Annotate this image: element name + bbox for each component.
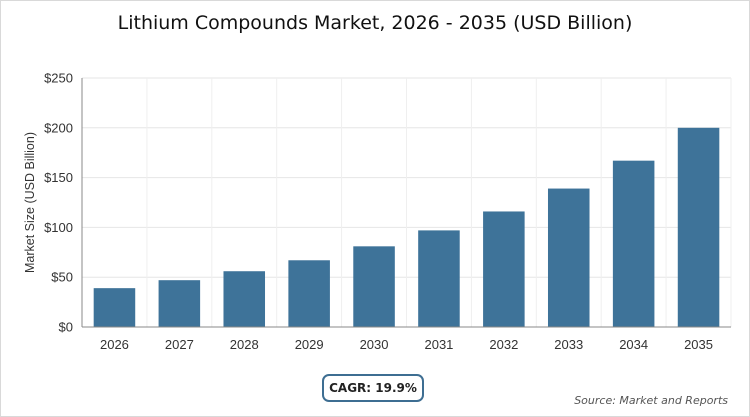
bar-2026 — [93, 288, 136, 327]
y-tick-label: $250 — [44, 71, 73, 86]
x-tick-labels: 2026 2027 2028 2029 2030 2031 2032 2033 2034 2035 — [100, 337, 713, 352]
y-tick-label: $200 — [44, 120, 73, 135]
x-tick-label: 2031 — [424, 337, 453, 352]
bar-2031 — [418, 230, 460, 327]
bar-2029 — [288, 260, 330, 327]
cagr-badge: CAGR: 19.9% — [322, 374, 424, 402]
bar-2030 — [353, 246, 395, 327]
y-tick-label: $150 — [44, 170, 73, 185]
x-tick-label: 2028 — [230, 337, 259, 352]
x-tick-label: 2029 — [295, 337, 324, 352]
bar-2032 — [483, 211, 525, 327]
x-tick-label: 2027 — [165, 337, 194, 352]
bar-2035 — [677, 127, 720, 327]
grid-lines — [82, 77, 732, 327]
bar-2028 — [223, 271, 266, 327]
x-tick-label: 2030 — [360, 337, 389, 352]
bar-2027 — [158, 280, 201, 327]
axes — [81, 78, 731, 328]
y-tick-label: $100 — [44, 220, 73, 235]
x-tick-label: 2035 — [684, 337, 713, 352]
source-label: Source: Market and Reports — [574, 394, 728, 407]
bar-2034 — [612, 160, 655, 327]
bar-2033 — [547, 188, 590, 327]
bars — [93, 127, 720, 327]
y-axis-label: Market Size (USD Billion) — [23, 132, 37, 273]
chart-title: Lithium Compounds Market, 2026 - 2035 (U… — [117, 12, 633, 34]
y-tick-label: $50 — [51, 270, 73, 285]
cagr-label: CAGR: 19.9% — [329, 381, 417, 395]
x-tick-label: 2033 — [554, 337, 583, 352]
x-tick-label: 2034 — [619, 337, 648, 352]
x-tick-label: 2032 — [489, 337, 518, 352]
y-tick-labels: $0 $50 $100 $150 $200 $250 — [44, 71, 73, 335]
x-tick-label: 2026 — [100, 337, 129, 352]
y-tick-label: $0 — [59, 320, 73, 335]
